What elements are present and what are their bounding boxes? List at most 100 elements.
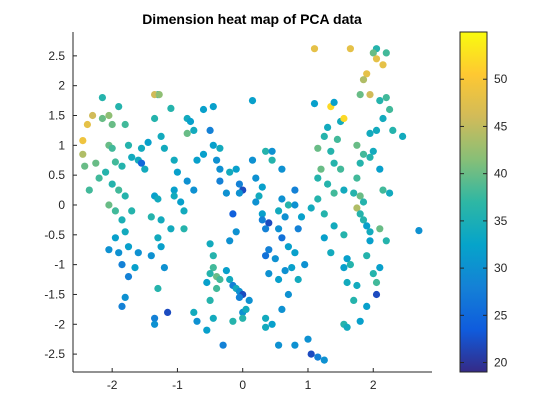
scatter-point — [98, 114, 106, 123]
scatter-point — [213, 156, 221, 164]
scatter-point — [363, 302, 371, 310]
scatter-point — [288, 264, 296, 272]
y-tick-label: 2.5 — [48, 49, 65, 63]
scatter-point — [265, 270, 273, 278]
scatter-point — [203, 278, 211, 287]
scatter-point — [386, 189, 394, 197]
scatter-point — [320, 132, 328, 140]
y-tick-label: -2.5 — [44, 347, 65, 361]
colorbar-tick-label: 50 — [494, 72, 508, 86]
scatter-point — [115, 249, 123, 257]
scatter-point — [216, 275, 224, 284]
scatter-point — [226, 275, 234, 284]
colorbar-tick-label: 45 — [494, 119, 508, 133]
scatter-point — [366, 129, 374, 137]
scatter-point — [134, 249, 142, 257]
x-tick-label: 1 — [305, 378, 312, 392]
scatter-point — [190, 186, 198, 194]
scatter-point — [105, 246, 113, 254]
scatter-point — [121, 192, 129, 200]
y-tick-label: 2 — [58, 79, 65, 93]
scatter-point — [180, 225, 188, 233]
scatter-point — [262, 252, 270, 260]
scatter-point — [320, 356, 328, 364]
scatter-point — [359, 150, 368, 158]
scatter-point — [85, 186, 93, 194]
colorbar-tick-label: 30 — [494, 261, 508, 275]
scatter-point — [369, 270, 377, 278]
scatter-point — [320, 210, 328, 218]
scatter-point — [372, 290, 381, 299]
scatter-point — [157, 243, 165, 251]
scatter-point — [343, 255, 351, 263]
scatter-point — [141, 165, 149, 173]
scatter-point — [353, 174, 361, 182]
scatter-point — [226, 168, 234, 176]
scatter-point — [376, 264, 384, 272]
scatter-point — [275, 275, 283, 284]
scatter-point — [262, 314, 270, 322]
scatter-point — [330, 98, 338, 106]
scatter-point — [340, 186, 348, 194]
scatter-point — [216, 177, 224, 185]
scatter-point — [235, 180, 243, 188]
scatter-point — [137, 159, 146, 167]
scatter-point — [193, 317, 201, 325]
colorbar-tick-label: 25 — [494, 308, 508, 322]
scatter-point — [363, 222, 371, 230]
scatter-point — [190, 126, 198, 134]
scatter-point — [81, 162, 89, 170]
scatter-point — [363, 70, 371, 78]
scatter-point — [219, 341, 227, 349]
scatter-point — [356, 159, 364, 167]
scatter-point — [199, 105, 208, 114]
scatter-point — [206, 296, 214, 304]
scatter-point — [128, 153, 136, 161]
scatter-point — [382, 94, 390, 102]
scatter-point — [170, 192, 178, 200]
scatter-point — [147, 213, 155, 221]
scatter-point — [278, 165, 286, 173]
scatter-point — [213, 284, 221, 293]
colorbar-tick-label: 40 — [494, 167, 508, 181]
scatter-point — [209, 314, 217, 322]
scatter-point — [350, 189, 358, 197]
scatter-point — [340, 264, 348, 272]
scatter-point — [372, 278, 381, 287]
scatter-point — [333, 135, 341, 143]
scatter-point — [366, 237, 374, 245]
scatter-point — [340, 231, 348, 239]
scatter-point — [111, 234, 119, 242]
scatter-point — [376, 225, 384, 233]
scatter-point — [262, 323, 270, 331]
scatter-point — [206, 240, 214, 248]
scatter-point — [242, 305, 250, 313]
scatter-point — [310, 100, 319, 108]
scatter-point — [330, 189, 338, 197]
scatter-point — [386, 105, 394, 114]
scatter-point — [262, 147, 270, 155]
scatter-point — [372, 55, 381, 63]
scatter-point — [310, 45, 319, 53]
scatter-point — [340, 114, 348, 123]
scatter-point — [372, 126, 381, 134]
scatter-point — [284, 290, 292, 299]
scatter-point — [154, 234, 162, 242]
scatter-point — [95, 174, 103, 182]
scatter-point — [258, 183, 266, 191]
scatter-point — [379, 114, 387, 123]
scatter-point — [118, 261, 126, 269]
scatter-point — [105, 201, 113, 209]
scatter-point — [89, 111, 97, 120]
scatter-point — [154, 284, 162, 293]
scatter-point — [180, 207, 188, 215]
scatter-point — [115, 103, 123, 111]
chart-title: Dimension heat map of PCA data — [142, 11, 362, 27]
scatter-point — [314, 195, 322, 203]
scatter-point — [278, 305, 286, 313]
scatter-point — [284, 201, 292, 209]
scatter-point — [79, 150, 87, 158]
scatter-point — [170, 186, 178, 194]
scatter-point — [252, 174, 260, 182]
scatter-point — [209, 252, 217, 260]
